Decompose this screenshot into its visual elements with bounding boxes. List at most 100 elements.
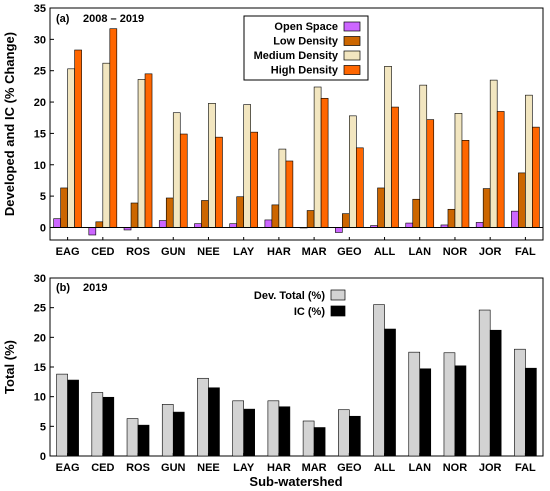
bar-high-density: [285, 160, 294, 228]
bar-low-density: [518, 172, 526, 228]
x-tick-label: ROS: [126, 246, 150, 258]
bar-medium-density: [313, 86, 322, 228]
legend-label: IC (%): [294, 306, 326, 318]
bar-dev-total: [91, 392, 104, 457]
bar-medium-density: [67, 68, 75, 228]
bar-medium-density: [278, 148, 287, 228]
bar-low-density: [60, 187, 68, 228]
bar-dev-total: [373, 304, 385, 457]
y-tick-label: 20: [34, 332, 46, 344]
bar-low-density: [306, 210, 315, 228]
bar-low-density: [271, 204, 280, 228]
bar-high-density: [144, 73, 153, 228]
bar-ic: [489, 329, 502, 457]
bar-low-density: [377, 187, 385, 228]
bar-dev-total: [302, 420, 315, 457]
bar-high-density: [250, 131, 258, 228]
panel-a-title: 2008 – 2019: [83, 13, 144, 25]
bar-open-space: [335, 227, 343, 233]
x-tick-label: NEE: [197, 246, 220, 258]
panel-a: 0 5 10 15 20 25 30 35 EAG CED ROS GUN NEE LAY HAR MAR G…: [2, 3, 544, 258]
bar-ic: [208, 387, 220, 457]
legend-swatch: [343, 21, 361, 32]
x-tick-label: LAY: [233, 246, 255, 258]
panel-a-tag: (a): [56, 13, 70, 25]
bar-dev-total: [478, 309, 491, 457]
legend-swatch: [330, 289, 346, 301]
bar-medium-density: [489, 79, 498, 228]
x-tick-label: ALL: [374, 462, 396, 474]
bar-low-density: [130, 202, 139, 228]
x-tick-label: NOR: [443, 462, 468, 474]
bar-ic: [243, 408, 255, 457]
bar-open-space: [88, 227, 97, 236]
legend-label: Medium Density: [254, 50, 339, 62]
bar-high-density: [391, 106, 399, 228]
bar-low-density: [95, 221, 104, 228]
y-tick-label: 5: [40, 421, 46, 433]
bar-medium-density: [349, 115, 357, 228]
bar-ic: [349, 415, 361, 457]
bar-open-space: [405, 222, 414, 228]
x-tick-label: EAG: [56, 246, 80, 258]
bar-medium-density: [172, 112, 181, 228]
bar-open-space: [511, 210, 519, 228]
y-tick-label: 35: [34, 3, 46, 15]
y-tick-label: 5: [40, 191, 46, 203]
x-tick-label: CED: [91, 462, 114, 474]
legend-swatch: [343, 36, 361, 46]
x-tick-label: HAR: [267, 246, 291, 258]
x-tick-label: MAR: [302, 462, 327, 474]
bar-high-density: [356, 147, 364, 228]
bar-high-density: [461, 140, 470, 228]
y-tick-label: 15: [34, 128, 46, 140]
bar-medium-density: [102, 62, 111, 228]
x-tick-label: GUN: [161, 246, 186, 258]
x-tick-label: HAR: [267, 462, 291, 474]
bar-low-density: [201, 200, 209, 228]
bar-low-density: [165, 197, 174, 228]
bar-dev-total: [56, 373, 68, 457]
x-tick-label: JOR: [479, 246, 502, 258]
bar-dev-total: [161, 404, 174, 457]
bar-high-density: [426, 119, 435, 228]
panel-a-x-ticks: EAG CED ROS GUN NEE LAY HAR MAR GEO ALL LAN NOR JOR F…: [56, 237, 536, 258]
bar-ic: [454, 365, 467, 457]
bar-high-density: [179, 133, 188, 228]
y-tick-label: 10: [34, 392, 46, 404]
bar-low-density: [447, 208, 456, 228]
bar-dev-total: [126, 418, 139, 457]
bar-high-density: [74, 49, 82, 228]
bar-dev-total: [197, 377, 209, 457]
panel-a-y-axis-label: Developed and IC (% Change): [2, 32, 17, 216]
y-tick-label: 25: [34, 66, 46, 78]
panel-b: 0 5 10 15 20 25 30 EAG CED ROS GUN NEE LAY HAR MAR GEO…: [2, 273, 544, 489]
bar-ic: [419, 368, 432, 457]
x-tick-label: LAY: [233, 462, 255, 474]
bar-open-space: [158, 220, 167, 228]
x-tick-label: NOR: [443, 246, 468, 258]
panel-b-x-axis-label: Sub-watershed: [249, 474, 342, 489]
legend-label: High Density: [271, 65, 339, 77]
bar-dev-total: [338, 409, 350, 457]
x-tick-label: ALL: [374, 246, 396, 258]
bar-dev-total: [408, 351, 421, 457]
y-tick-label: 0: [40, 451, 46, 463]
bar-high-density: [532, 126, 540, 228]
y-tick-label: 10: [34, 160, 46, 172]
bar-medium-density: [384, 66, 392, 228]
bar-medium-density: [454, 113, 463, 228]
bar-ic: [172, 411, 185, 457]
bar-medium-density: [419, 84, 428, 228]
bar-ic: [525, 367, 537, 457]
bar-open-space: [229, 223, 237, 228]
x-tick-label: FAL: [515, 246, 536, 258]
panel-b-tag: (b): [56, 282, 70, 294]
bar-high-density: [109, 28, 118, 228]
bar-dev-total: [232, 400, 244, 457]
bar-open-space: [194, 223, 202, 228]
bar-open-space: [53, 218, 61, 228]
legend-label: Low Density: [273, 36, 339, 48]
bar-high-density: [320, 97, 329, 228]
